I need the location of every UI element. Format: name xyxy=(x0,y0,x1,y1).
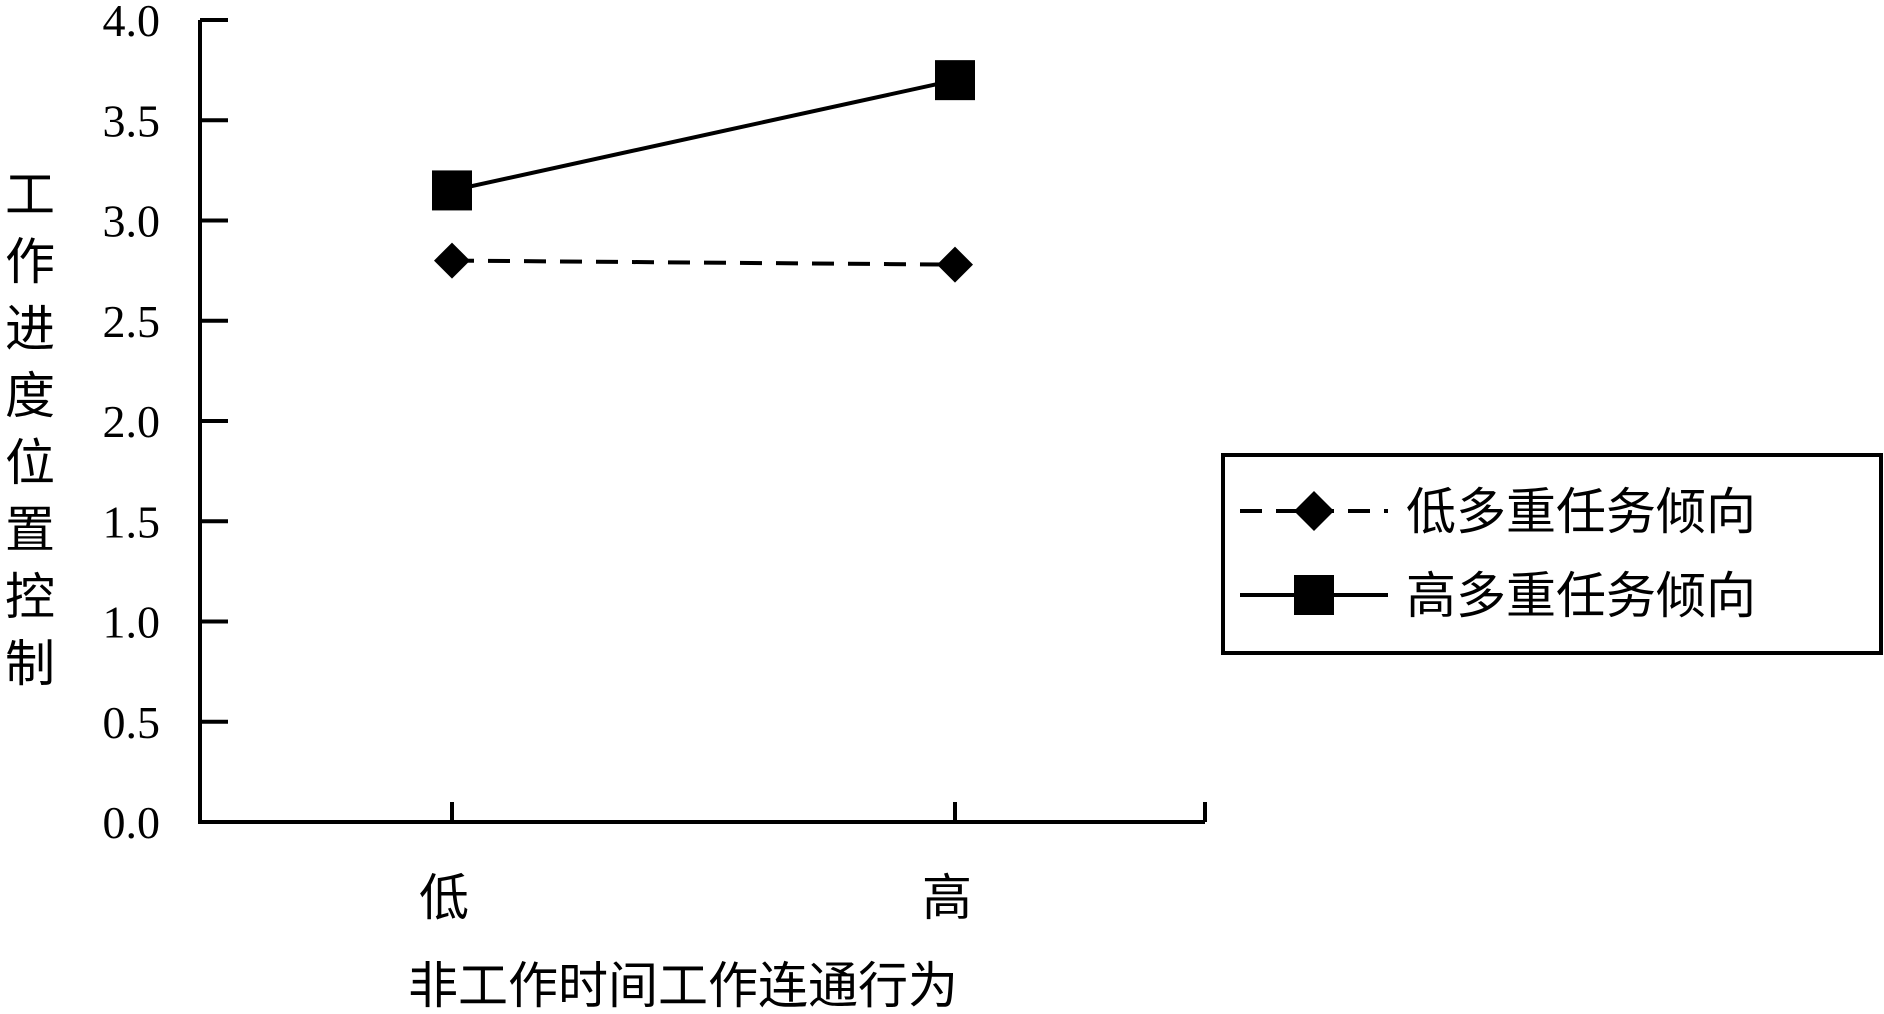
legend-label: 低多重任务倾向 xyxy=(1406,483,1756,541)
data-point xyxy=(935,60,975,101)
y-axis-label: 工作进度位置控制 xyxy=(5,166,55,693)
legend-marker xyxy=(1294,575,1334,615)
legend-box xyxy=(1221,453,1883,655)
legend-item: 低多重任务倾向 xyxy=(1240,483,1756,541)
series xyxy=(432,60,975,283)
legend-item: 高多重任务倾向 xyxy=(1240,567,1756,625)
y-axis-label-char: 度 xyxy=(5,367,55,425)
data-point xyxy=(434,242,470,279)
y-tick-label: 1.5 xyxy=(103,496,161,547)
y-tick-label: 3.5 xyxy=(103,95,161,146)
y-axis-label-char: 工 xyxy=(5,166,55,224)
series-low-multitasking xyxy=(434,242,973,283)
y-ticks: 0.0 0.5 1.0 1.5 2.0 2.5 3.0 3.5 4.0 xyxy=(103,0,228,848)
y-axis-label-char: 控 xyxy=(5,568,55,626)
y-axis-label-char: 制 xyxy=(5,635,55,693)
y-tick-label: 3.0 xyxy=(103,196,161,247)
series-line xyxy=(451,78,956,193)
legend-marker xyxy=(1294,491,1334,531)
x-tick-label: 低 xyxy=(419,869,469,927)
y-tick-label: 4.0 xyxy=(103,0,161,46)
axes: 低高 xyxy=(198,20,1207,927)
x-axis-label: 非工作时间工作连通行为 xyxy=(408,957,958,1014)
y-axis-label-char: 置 xyxy=(5,501,55,559)
legend-label: 高多重任务倾向 xyxy=(1406,567,1756,625)
y-tick-label: 2.0 xyxy=(103,396,161,447)
y-tick-label: 0.5 xyxy=(103,697,161,748)
data-point xyxy=(432,170,472,211)
y-axis-label-char: 进 xyxy=(5,300,55,358)
data-point xyxy=(937,246,973,283)
y-tick-label: 0.0 xyxy=(103,797,161,848)
series-line xyxy=(451,258,956,267)
y-tick-label: 2.5 xyxy=(103,296,161,347)
y-tick-label: 1.0 xyxy=(103,597,161,648)
y-axis-label-char: 作 xyxy=(5,233,55,291)
series-high-multitasking xyxy=(432,60,975,211)
y-axis-label-char: 位 xyxy=(5,434,55,492)
x-tick-label: 高 xyxy=(922,869,972,927)
